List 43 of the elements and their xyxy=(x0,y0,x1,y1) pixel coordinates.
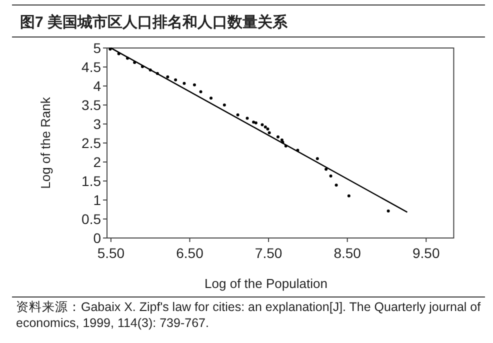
point xyxy=(254,121,258,124)
point xyxy=(182,82,186,85)
point xyxy=(334,184,338,187)
x-tick-label: 6.50 xyxy=(176,245,204,261)
point xyxy=(222,104,226,106)
point xyxy=(252,120,256,124)
x-tick-label: 5.50 xyxy=(97,245,125,261)
text: 资料来源：Gabaix X. Zipf's law for cities: an explanation[J]. The Quarterly journal of economics, 1999, 114(3): 739-767. xyxy=(16,299,481,331)
point xyxy=(329,174,332,178)
point xyxy=(192,83,196,86)
y-tick-label: 1 xyxy=(93,192,102,208)
point xyxy=(210,96,213,100)
point xyxy=(266,127,270,130)
y-axis-title: Log of the Rank xyxy=(38,96,53,189)
point xyxy=(166,75,170,78)
y-tick-label: 3 xyxy=(93,116,102,132)
point xyxy=(276,135,280,138)
x-tick-label: 9.50 xyxy=(412,245,440,261)
point xyxy=(264,126,267,129)
y-tick-label: 4 xyxy=(93,78,102,94)
point xyxy=(246,116,249,120)
point xyxy=(386,210,390,213)
point xyxy=(174,78,178,82)
point xyxy=(280,138,284,142)
y-tick-label: 0.5 xyxy=(82,211,102,227)
point xyxy=(316,157,319,160)
point xyxy=(199,90,202,94)
y-tick-label: 2.5 xyxy=(82,135,102,151)
point xyxy=(347,194,350,198)
point xyxy=(236,113,240,116)
y-tick-label: 3.5 xyxy=(82,97,102,113)
point xyxy=(260,123,264,126)
y-tick-label: 4.5 xyxy=(82,59,102,75)
x-axis-title: Log of the Population xyxy=(204,276,328,291)
y-tick-label: 2 xyxy=(93,154,102,170)
chart-title: 图7 美国城市区人口排名和人口数量关系 xyxy=(20,13,289,31)
point xyxy=(108,48,112,51)
y-tick-label: 0 xyxy=(93,230,102,246)
y-tick-label: 1.5 xyxy=(82,173,102,189)
y-tick-label: 5 xyxy=(93,40,102,56)
point xyxy=(268,131,271,134)
x-tick-label: 8.50 xyxy=(334,245,362,261)
x-tick-label: 7.50 xyxy=(254,245,282,261)
